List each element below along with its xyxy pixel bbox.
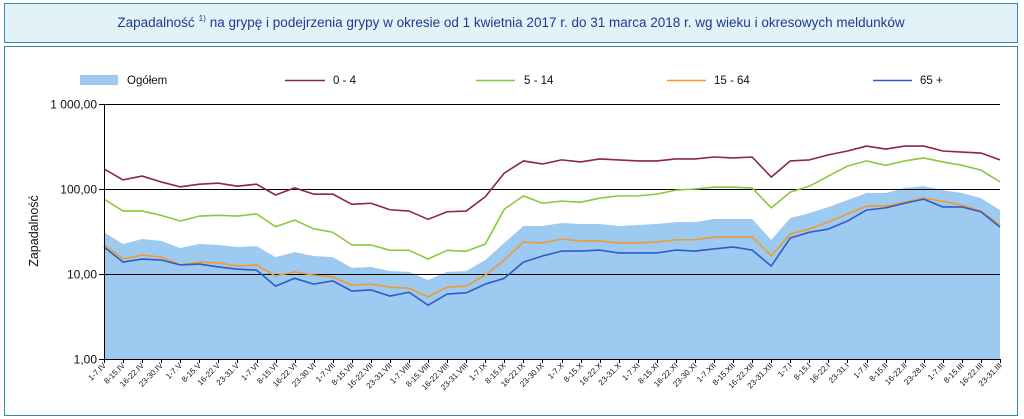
x-tick-label: 23-31.I: [827, 361, 851, 385]
y-tick-label: 10,00: [67, 268, 97, 282]
legend: Ogółem 0 - 4 5 - 14 15 - 64 65 +: [80, 75, 943, 87]
chart-title-rest: na grypę i podejrzenia grypy w okresie o…: [209, 15, 905, 30]
line-series-15-64: [103, 197, 1001, 298]
area-series-layer: [104, 186, 1000, 359]
area-series-ogolem: [104, 186, 1000, 359]
y-tick-label: 1,00: [74, 353, 98, 367]
gridlines: [104, 104, 1000, 275]
legend-label-5-14: 5 - 14: [524, 75, 554, 87]
chart-title-lead: Zapadalność: [117, 15, 195, 30]
chart-title-box: Zapadalność 1) na grypę i podejrzenia gr…: [4, 3, 1018, 43]
legend-label-ogolem: Ogółem: [127, 75, 167, 87]
line-series-65: [103, 198, 1001, 306]
line-series-0-4: [103, 145, 1001, 221]
line-series-5-14: [103, 157, 1001, 260]
line-series-layer: [103, 145, 1001, 306]
chart-title-footnote-mark: 1): [198, 13, 206, 23]
y-tick-label: 1 000,00: [50, 98, 97, 112]
chart-title: Zapadalność 1) na grypę i podejrzenia gr…: [117, 13, 905, 30]
legend-label-0-4: 0 - 4: [333, 75, 357, 87]
legend-swatch-ogolem: [80, 75, 118, 85]
legend-label-15-64: 15 - 64: [714, 75, 750, 87]
legend-label-65: 65 +: [920, 75, 943, 87]
y-tick-label: 100,00: [60, 183, 97, 197]
y-axis-title: Zapadalność: [27, 195, 41, 267]
